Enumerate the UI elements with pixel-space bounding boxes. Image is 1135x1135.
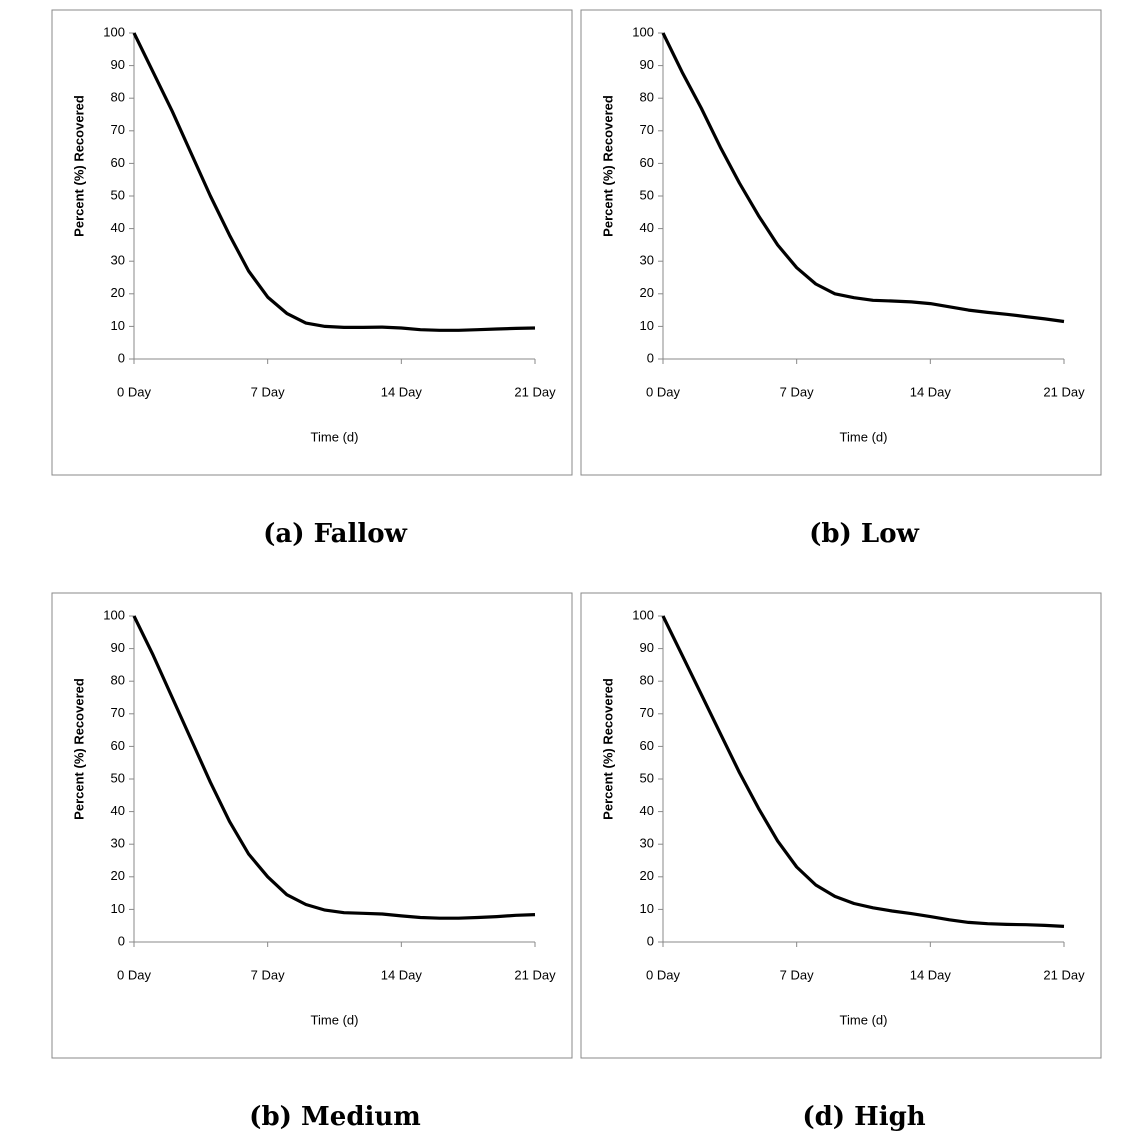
x-tick-label: 21 Day bbox=[514, 384, 556, 399]
y-tick-label: 40 bbox=[640, 803, 654, 818]
panel-frame bbox=[580, 592, 1102, 1059]
x-tick-label: 0 Day bbox=[117, 384, 151, 399]
y-tick-label: 30 bbox=[640, 253, 654, 268]
y-tick-label: 20 bbox=[640, 868, 654, 883]
x-tick-label: 14 Day bbox=[910, 967, 952, 982]
x-axis-label: Time (d) bbox=[840, 429, 888, 444]
panel-frame bbox=[51, 9, 573, 476]
y-tick-label: 40 bbox=[111, 803, 125, 818]
y-tick-label: 0 bbox=[647, 350, 654, 365]
x-tick-label: 0 Day bbox=[646, 384, 680, 399]
y-tick-label: 80 bbox=[640, 673, 654, 688]
panel-caption: (a) Fallow bbox=[263, 519, 407, 549]
y-tick-label: 60 bbox=[111, 738, 125, 753]
data-line bbox=[661, 615, 1065, 928]
y-tick-label: 70 bbox=[640, 122, 654, 137]
y-tick-label: 50 bbox=[111, 770, 125, 785]
y-tick-label: 90 bbox=[640, 640, 654, 655]
y-tick-label: 70 bbox=[111, 705, 125, 720]
x-axis-label: Time (d) bbox=[311, 429, 359, 444]
x-tick-label: 0 Day bbox=[646, 967, 680, 982]
chart-panel: 0 10 20 30 40 50 60 70 80 90 100 0 Day 7 Day 14 Day 21… bbox=[580, 9, 1102, 549]
x-tick-label: 21 Day bbox=[514, 967, 556, 982]
x-tick-label: 7 Day bbox=[251, 384, 285, 399]
y-tick-label: 90 bbox=[111, 57, 125, 72]
y-tick-label: 30 bbox=[111, 253, 125, 268]
y-tick-label: 100 bbox=[632, 607, 654, 622]
y-tick-label: 80 bbox=[640, 90, 654, 105]
y-tick-label: 70 bbox=[111, 122, 125, 137]
y-tick-label: 10 bbox=[640, 901, 654, 916]
y-tick-label: 50 bbox=[640, 770, 654, 785]
x-tick-label: 14 Day bbox=[910, 384, 952, 399]
y-tick-label: 90 bbox=[640, 57, 654, 72]
y-tick-label: 50 bbox=[640, 187, 654, 202]
y-tick-label: 60 bbox=[640, 738, 654, 753]
y-tick-label: 80 bbox=[111, 90, 125, 105]
panel-caption: (b) Medium bbox=[249, 1102, 421, 1132]
y-tick-label: 100 bbox=[103, 24, 125, 39]
y-tick-label: 40 bbox=[640, 220, 654, 235]
y-tick-label: 10 bbox=[111, 901, 125, 916]
y-tick-label: 20 bbox=[640, 285, 654, 300]
y-tick-label: 40 bbox=[111, 220, 125, 235]
y-axis-label: Percent (%) Recovered bbox=[600, 95, 615, 237]
x-tick-label: 7 Day bbox=[251, 967, 285, 982]
y-tick-label: 80 bbox=[111, 673, 125, 688]
panel-caption: (d) High bbox=[802, 1102, 925, 1132]
y-tick-label: 60 bbox=[111, 155, 125, 170]
x-tick-label: 14 Day bbox=[381, 384, 423, 399]
panel-frame bbox=[51, 592, 573, 1059]
y-tick-label: 100 bbox=[103, 607, 125, 622]
y-tick-label: 10 bbox=[111, 318, 125, 333]
x-tick-label: 14 Day bbox=[381, 967, 423, 982]
x-tick-label: 0 Day bbox=[117, 967, 151, 982]
y-tick-label: 0 bbox=[118, 350, 125, 365]
data-line bbox=[132, 615, 536, 920]
y-tick-label: 60 bbox=[640, 155, 654, 170]
y-tick-label: 30 bbox=[111, 836, 125, 851]
chart-panel: 0 10 20 30 40 50 60 70 80 90 100 0 Day 7 Day 14 Day 21… bbox=[580, 592, 1102, 1132]
y-tick-label: 0 bbox=[118, 933, 125, 948]
y-tick-label: 20 bbox=[111, 285, 125, 300]
y-tick-label: 70 bbox=[640, 705, 654, 720]
y-tick-label: 50 bbox=[111, 187, 125, 202]
x-tick-label: 21 Day bbox=[1043, 967, 1085, 982]
x-axis-label: Time (d) bbox=[311, 1012, 359, 1027]
panel-caption: (b) Low bbox=[809, 519, 919, 549]
chart-panel: 0 10 20 30 40 50 60 70 80 90 100 0 Day 7 Day 14 Day 21… bbox=[51, 592, 573, 1132]
x-tick-label: 7 Day bbox=[780, 967, 814, 982]
y-axis-label: Percent (%) Recovered bbox=[600, 678, 615, 820]
data-line bbox=[661, 32, 1065, 324]
y-axis-label: Percent (%) Recovered bbox=[71, 95, 86, 237]
y-tick-label: 30 bbox=[640, 836, 654, 851]
y-tick-label: 20 bbox=[111, 868, 125, 883]
y-tick-label: 0 bbox=[647, 933, 654, 948]
panel-frame bbox=[580, 9, 1102, 476]
x-tick-label: 7 Day bbox=[780, 384, 814, 399]
x-tick-label: 21 Day bbox=[1043, 384, 1085, 399]
data-line bbox=[132, 32, 536, 332]
chart-panel: 0 10 20 30 40 50 60 70 80 90 100 0 Day 7 Day 14 Day 21… bbox=[51, 9, 573, 549]
y-axis-label: Percent (%) Recovered bbox=[71, 678, 86, 820]
x-axis-label: Time (d) bbox=[840, 1012, 888, 1027]
y-tick-label: 10 bbox=[640, 318, 654, 333]
y-tick-label: 100 bbox=[632, 24, 654, 39]
y-tick-label: 90 bbox=[111, 640, 125, 655]
